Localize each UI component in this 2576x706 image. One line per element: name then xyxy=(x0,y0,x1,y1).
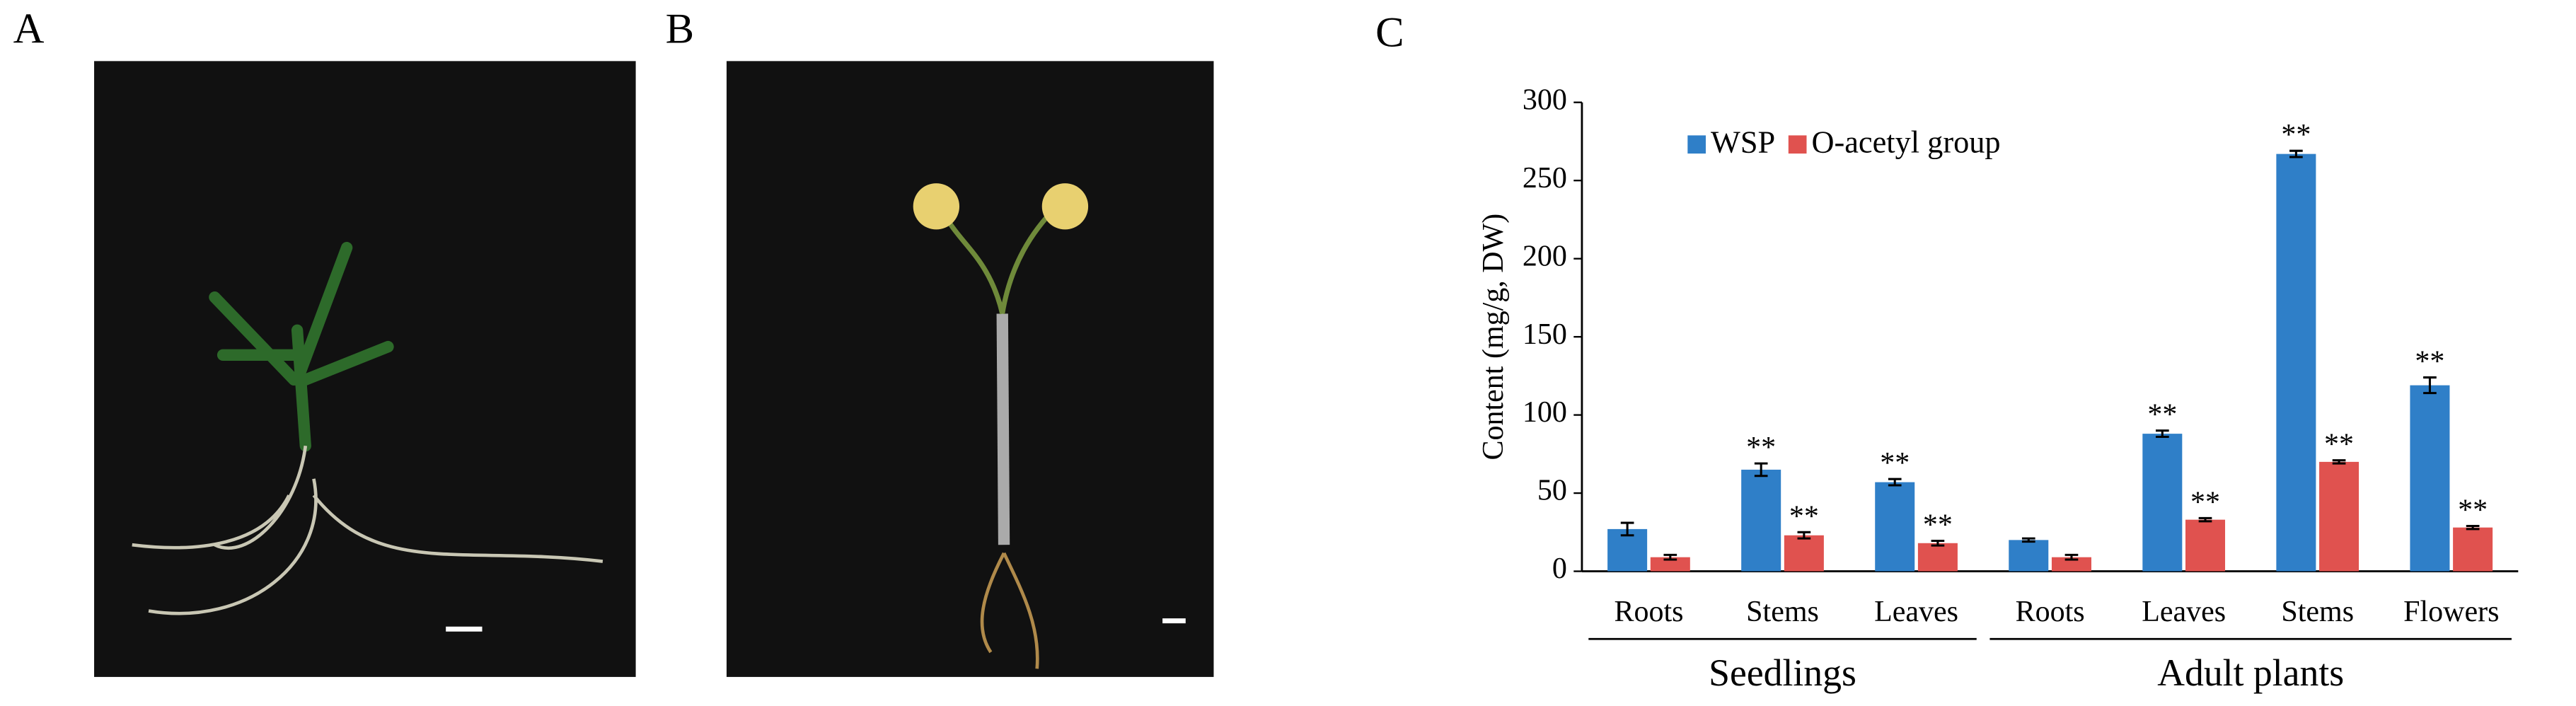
x-tick-label: Roots xyxy=(1614,596,1683,628)
bar xyxy=(2410,385,2450,572)
significance: ** xyxy=(1746,432,1776,464)
error-bar xyxy=(1888,478,1902,487)
error-bar xyxy=(2423,376,2437,395)
error-bar xyxy=(2021,537,2035,543)
legend-label: O-acetyl group xyxy=(1811,125,2000,160)
bar xyxy=(1875,482,1915,572)
x-tick-label: Leaves xyxy=(1874,596,1958,628)
bar xyxy=(2319,461,2360,572)
bar xyxy=(2453,527,2493,572)
error-bar xyxy=(1663,553,1677,561)
significance: ** xyxy=(2190,486,2220,519)
panel-label: C xyxy=(1375,8,1404,56)
x-tick-label: Stems xyxy=(1746,596,1819,628)
significance: ** xyxy=(1789,500,1819,533)
significance: ** xyxy=(1923,509,1953,541)
bar xyxy=(2051,557,2091,572)
error-bar xyxy=(2198,516,2212,523)
y-tick-label: 100 xyxy=(1523,396,1567,429)
error-bar xyxy=(1620,521,1634,537)
bar xyxy=(1650,557,1690,572)
error-bar xyxy=(2155,429,2169,439)
legend-label: WSP xyxy=(1711,125,1775,160)
legend-swatch xyxy=(1788,135,1807,154)
y-tick-label: 200 xyxy=(1523,240,1567,272)
bar xyxy=(2276,154,2316,572)
significance: ** xyxy=(2147,399,2177,432)
error-bar xyxy=(2064,553,2079,561)
y-tick-label: 300 xyxy=(1523,83,1567,116)
group-label: Seedlings xyxy=(1709,652,1856,694)
significance: ** xyxy=(1880,447,1910,480)
panel-label: B xyxy=(666,6,694,53)
y-tick-label: 250 xyxy=(1523,162,1567,195)
error-bar xyxy=(2332,459,2346,465)
panel-label: A xyxy=(13,6,45,53)
y-tick-label: 0 xyxy=(1552,552,1567,585)
photo-a xyxy=(94,61,636,677)
y-axis-label: Content (mg/g, DW) xyxy=(1477,214,1510,461)
significance: ** xyxy=(2324,429,2354,461)
group-label: Adult plants xyxy=(2157,652,2344,694)
bar xyxy=(2185,519,2226,572)
error-bar xyxy=(2466,524,2480,531)
bar xyxy=(1741,469,1781,572)
x-tick-label: Leaves xyxy=(2142,596,2226,628)
legend-swatch xyxy=(1687,135,1706,154)
error-bar xyxy=(1931,539,1945,547)
error-bar xyxy=(1754,462,1768,478)
significance: ** xyxy=(2458,494,2488,526)
bar xyxy=(2009,540,2049,572)
y-tick-label: 150 xyxy=(1523,318,1567,351)
x-tick-label: Flowers xyxy=(2403,596,2499,628)
significance: ** xyxy=(2415,346,2444,378)
error-bar xyxy=(1797,531,1811,540)
bar xyxy=(2142,434,2183,572)
significance: ** xyxy=(2281,119,2311,151)
y-tick-label: 50 xyxy=(1537,475,1567,507)
bar xyxy=(1784,535,1824,572)
bar xyxy=(1917,543,1958,572)
error-bar xyxy=(2289,149,2303,158)
photo-b xyxy=(726,61,1214,677)
x-tick-label: Stems xyxy=(2281,596,2354,628)
chart: 0 50 100 150 200 250 300 Content (mg/g, DW) Root… xyxy=(1477,83,2519,694)
x-tick-label: Roots xyxy=(2016,596,2085,628)
